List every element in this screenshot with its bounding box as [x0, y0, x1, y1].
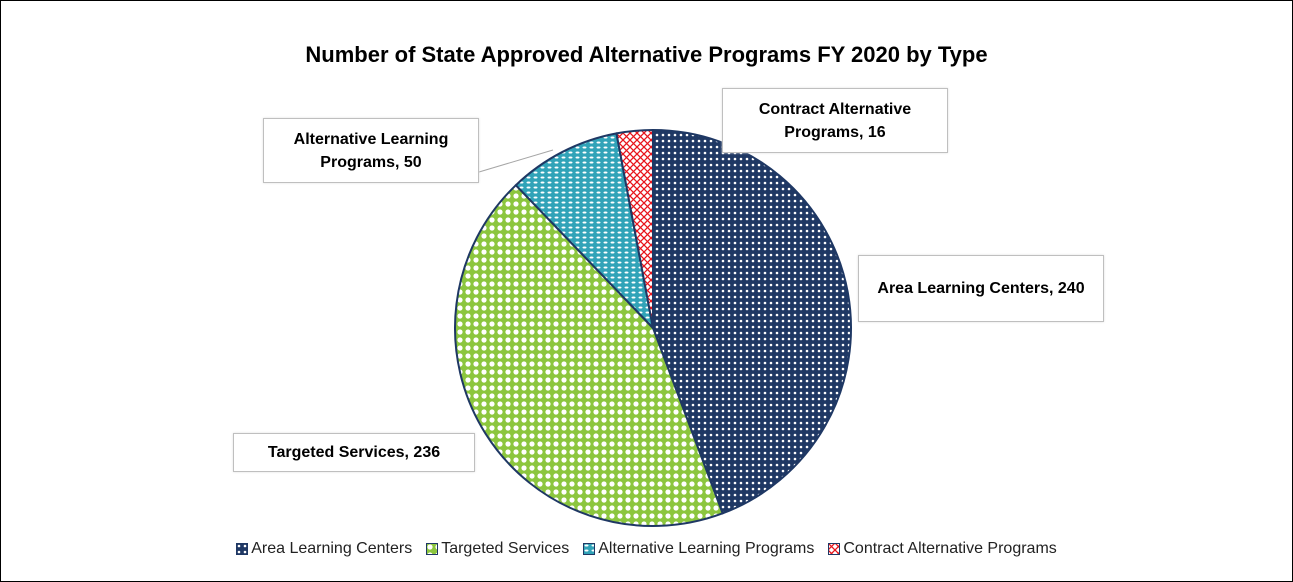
legend-marker: [583, 543, 596, 555]
legend-label: Area Learning Centers: [251, 540, 413, 557]
pie-slice: [514, 132, 655, 332]
legend: Area Learning Centers Targeted Services Al…: [0, 540, 1293, 558]
legend-item: Area Learning Centers: [236, 540, 412, 558]
data-label: Area Learning Centers, 240: [858, 255, 1104, 322]
legend-swatch: [236, 543, 249, 555]
legend-marker: [828, 543, 841, 555]
legend-label: Contract Alternative Programs: [843, 540, 1057, 557]
legend-marker: [426, 543, 439, 555]
legend-swatch: [828, 543, 841, 555]
pie-slice: [454, 183, 724, 527]
legend-label: Targeted Services: [441, 540, 570, 557]
chart-title: Number of State Approved Alternative Pro…: [305, 42, 988, 67]
legend-marker: [236, 543, 249, 555]
legend-swatch: [426, 543, 439, 555]
legend-item: Alternative Learning Programs: [583, 540, 814, 558]
legend-item: Targeted Services: [426, 540, 569, 558]
leader-line: [478, 149, 554, 173]
pie-slice: [615, 128, 654, 329]
legend-item: Contract Alternative Programs: [828, 540, 1057, 558]
legend-swatch: [583, 543, 596, 555]
data-label: Alternative Learning Programs, 50: [263, 118, 479, 183]
legend-label: Alternative Learning Programs: [598, 540, 815, 557]
data-label: Contract Alternative Programs, 16: [722, 88, 948, 153]
data-label: Targeted Services, 236: [233, 433, 475, 472]
